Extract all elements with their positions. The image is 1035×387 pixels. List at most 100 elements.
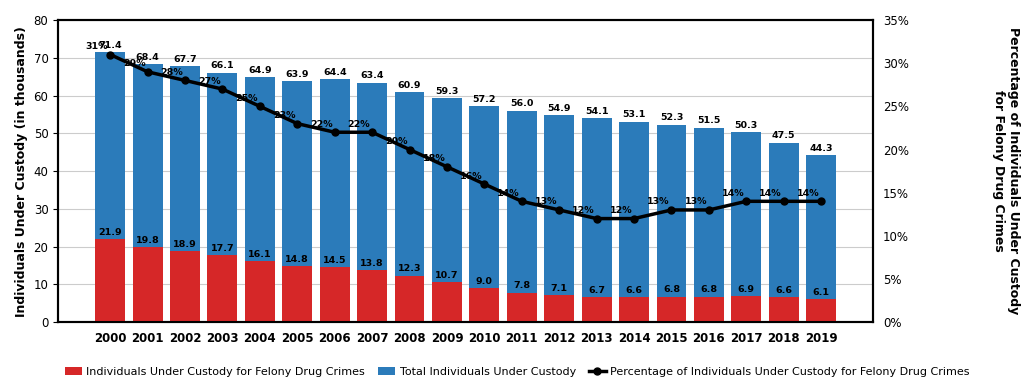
Text: 56.0: 56.0: [510, 99, 533, 108]
Text: 12%: 12%: [610, 206, 632, 215]
Bar: [320, 79, 350, 322]
Bar: [769, 143, 799, 322]
Bar: [470, 106, 499, 322]
Text: 64.4: 64.4: [323, 68, 347, 77]
Text: 47.5: 47.5: [772, 132, 796, 140]
Percentage of Individuals Under Custody for Felony Drug Crimes: [515, 199, 528, 204]
Text: 6.8: 6.8: [701, 285, 717, 294]
Text: 12%: 12%: [572, 206, 595, 215]
Text: 13.8: 13.8: [360, 259, 384, 268]
Bar: [357, 270, 387, 322]
Text: 14%: 14%: [498, 189, 520, 198]
Text: 18.9: 18.9: [173, 240, 197, 248]
Text: 9.0: 9.0: [476, 277, 493, 286]
Text: 22%: 22%: [348, 120, 371, 129]
Text: 22%: 22%: [310, 120, 333, 129]
Bar: [656, 296, 686, 322]
Bar: [245, 261, 275, 322]
Text: 6.6: 6.6: [775, 286, 792, 295]
Bar: [656, 125, 686, 322]
Bar: [470, 288, 499, 322]
Bar: [732, 132, 762, 322]
Bar: [432, 98, 462, 322]
Bar: [207, 255, 237, 322]
Percentage of Individuals Under Custody for Felony Drug Crimes: [404, 147, 416, 152]
Bar: [806, 155, 836, 322]
Text: 68.4: 68.4: [136, 53, 159, 62]
Text: 51.5: 51.5: [698, 116, 720, 125]
Text: 54.1: 54.1: [585, 106, 609, 116]
Bar: [170, 67, 200, 322]
Percentage of Individuals Under Custody for Felony Drug Crimes: [254, 104, 266, 109]
Text: 67.7: 67.7: [173, 55, 197, 64]
Text: 59.3: 59.3: [436, 87, 459, 96]
Text: 66.1: 66.1: [210, 61, 234, 70]
Bar: [693, 296, 723, 322]
Text: 6.6: 6.6: [625, 286, 643, 295]
Bar: [769, 297, 799, 322]
Bar: [394, 276, 424, 322]
Text: 13%: 13%: [535, 197, 558, 207]
Bar: [132, 64, 162, 322]
Text: 54.9: 54.9: [548, 104, 571, 113]
Text: 6.7: 6.7: [588, 286, 605, 295]
Text: 63.4: 63.4: [360, 72, 384, 80]
Bar: [320, 267, 350, 322]
Percentage of Individuals Under Custody for Felony Drug Crimes: [179, 78, 191, 83]
Bar: [95, 53, 125, 322]
Text: 57.2: 57.2: [473, 95, 496, 104]
Bar: [619, 122, 649, 322]
Line: Percentage of Individuals Under Custody for Felony Drug Crimes: Percentage of Individuals Under Custody …: [107, 51, 825, 222]
Bar: [582, 118, 612, 322]
Text: 64.9: 64.9: [248, 66, 271, 75]
Bar: [207, 72, 237, 322]
Bar: [507, 111, 537, 322]
Bar: [394, 92, 424, 322]
Percentage of Individuals Under Custody for Felony Drug Crimes: [478, 182, 491, 187]
Bar: [283, 266, 313, 322]
Bar: [693, 128, 723, 322]
Text: 6.1: 6.1: [812, 288, 830, 297]
Text: 16.1: 16.1: [248, 250, 271, 259]
Bar: [170, 251, 200, 322]
Percentage of Individuals Under Custody for Felony Drug Crimes: [328, 130, 341, 135]
Text: 16%: 16%: [460, 171, 482, 181]
Text: 6.9: 6.9: [738, 285, 755, 294]
Percentage of Individuals Under Custody for Felony Drug Crimes: [291, 121, 303, 126]
Text: 50.3: 50.3: [735, 121, 758, 130]
Text: 60.9: 60.9: [397, 81, 421, 90]
Text: 14.8: 14.8: [286, 255, 309, 264]
Text: 7.1: 7.1: [551, 284, 568, 293]
Percentage of Individuals Under Custody for Felony Drug Crimes: [777, 199, 790, 204]
Bar: [806, 299, 836, 322]
Text: 7.8: 7.8: [513, 281, 530, 291]
Text: 25%: 25%: [236, 94, 258, 103]
Percentage of Individuals Under Custody for Felony Drug Crimes: [703, 207, 715, 212]
Percentage of Individuals Under Custody for Felony Drug Crimes: [216, 87, 229, 91]
Text: 14%: 14%: [721, 189, 744, 198]
Text: 27%: 27%: [198, 77, 220, 86]
Text: 19.8: 19.8: [136, 236, 159, 245]
Text: 18%: 18%: [422, 154, 445, 163]
Text: 14%: 14%: [760, 189, 782, 198]
Text: 23%: 23%: [273, 111, 295, 120]
Text: 53.1: 53.1: [622, 110, 646, 119]
Bar: [507, 293, 537, 322]
Text: 17.7: 17.7: [210, 244, 234, 253]
Text: 14%: 14%: [797, 189, 820, 198]
Bar: [95, 240, 125, 322]
Text: 12.3: 12.3: [397, 264, 421, 274]
Bar: [582, 297, 612, 322]
Text: 71.4: 71.4: [98, 41, 122, 50]
Bar: [432, 282, 462, 322]
Text: 20%: 20%: [385, 137, 408, 146]
Text: 63.9: 63.9: [286, 70, 309, 79]
Percentage of Individuals Under Custody for Felony Drug Crimes: [366, 130, 379, 135]
Percentage of Individuals Under Custody for Felony Drug Crimes: [104, 52, 116, 57]
Text: 13%: 13%: [647, 197, 670, 207]
Percentage of Individuals Under Custody for Felony Drug Crimes: [590, 216, 602, 221]
Percentage of Individuals Under Custody for Felony Drug Crimes: [628, 216, 641, 221]
Legend: Individuals Under Custody for Felony Drug Crimes, Total Individuals Under Custod: Individuals Under Custody for Felony Dru…: [61, 363, 974, 382]
Y-axis label: Percentage of Individuals Under Custody
for Felony Drug Crimes: Percentage of Individuals Under Custody …: [992, 27, 1021, 315]
Bar: [132, 247, 162, 322]
